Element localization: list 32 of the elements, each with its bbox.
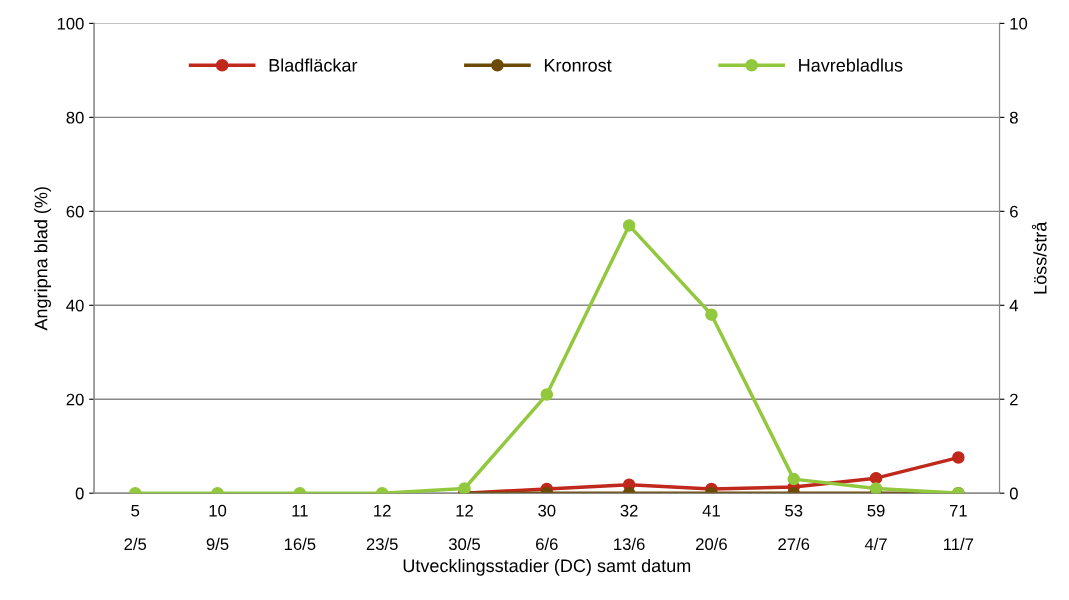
category-label: 59 4/7 — [864, 504, 887, 551]
category-label: 12 23/5 — [366, 504, 398, 551]
y-tick-label: 80 — [66, 111, 84, 124]
category-label: 12 30/5 — [448, 504, 480, 551]
category-label: 30 6/6 — [536, 504, 558, 551]
legend-label: Bladfläckar — [269, 58, 358, 72]
y2-tick-label: 0 — [1009, 487, 1018, 500]
y-tick-label: 100 — [57, 17, 84, 30]
category-label: 5 2/5 — [124, 504, 147, 551]
legend-label: Havrebladlus — [799, 58, 903, 72]
legend-label: Kronrost — [544, 59, 612, 72]
y-tick-label: 60 — [66, 205, 84, 218]
y2-tick-label: 6 — [1010, 205, 1018, 218]
category-label: 53 27/6 — [778, 504, 810, 551]
x-axis-title: Utvecklingsstadier (DC) samt datum — [403, 558, 691, 576]
y-tick-label: 20 — [66, 393, 84, 406]
category-label: 71 11/7 — [944, 504, 974, 551]
y2-tick-label: 10 — [1010, 17, 1028, 30]
y2-axis-title: Löss/strå — [1031, 221, 1047, 294]
category-label: 11 16/5 — [284, 504, 316, 551]
y2-tick-label: 4 — [1009, 299, 1019, 312]
category-label: 41 20/6 — [696, 504, 727, 551]
y2-tick-label: 8 — [1009, 111, 1018, 124]
category-label: 10 9/5 — [206, 504, 229, 551]
category-label: 32 13/6 — [614, 504, 645, 551]
point — [705, 308, 718, 321]
y-axis-title: Angripna blad (%) — [34, 187, 51, 331]
y-tick-label: 40 — [66, 299, 84, 312]
y-tick-label: 0 — [75, 487, 84, 500]
y2-tick-label: 2 — [1010, 393, 1018, 406]
point — [540, 388, 554, 401]
point — [622, 219, 636, 232]
